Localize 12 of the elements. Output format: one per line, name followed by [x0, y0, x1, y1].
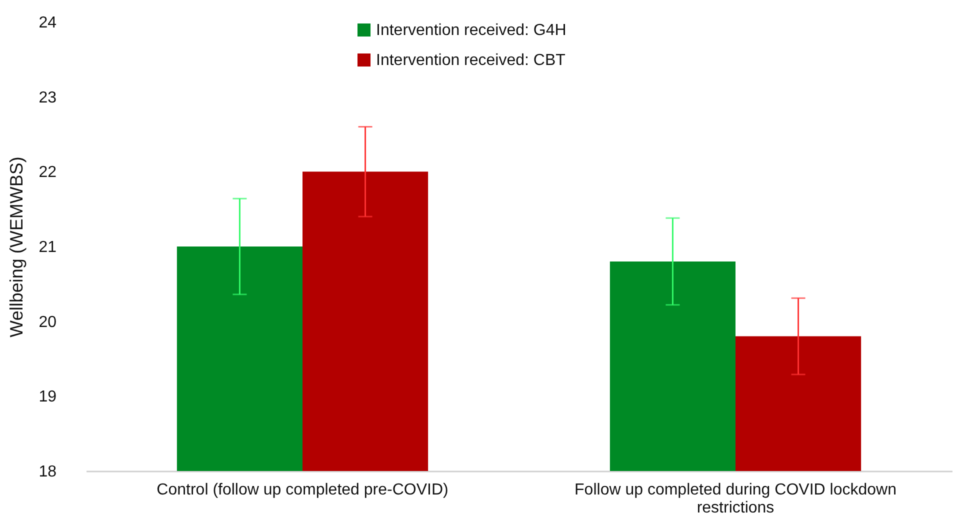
- y-tick-label: 20: [38, 314, 57, 331]
- y-tick-label: 23: [38, 89, 57, 106]
- x-tick-label: Follow up completed during COVID lockdown restrictions: [574, 482, 896, 516]
- legend-label: Intervention received: G4H: [376, 22, 566, 39]
- legend-label: Intervention received: CBT: [376, 52, 566, 69]
- x-tick-label: Control (follow up completed pre-COVID): [156, 482, 448, 498]
- y-tick-label: 19: [38, 388, 57, 406]
- y-axis-title: Wellbeing (WEMWBS): [6, 156, 27, 338]
- y-tick-label: 21: [38, 239, 57, 256]
- y-tick-label: 22: [38, 164, 57, 182]
- y-tick-label: 24: [38, 14, 57, 32]
- y-tick-label: 18: [38, 464, 57, 480]
